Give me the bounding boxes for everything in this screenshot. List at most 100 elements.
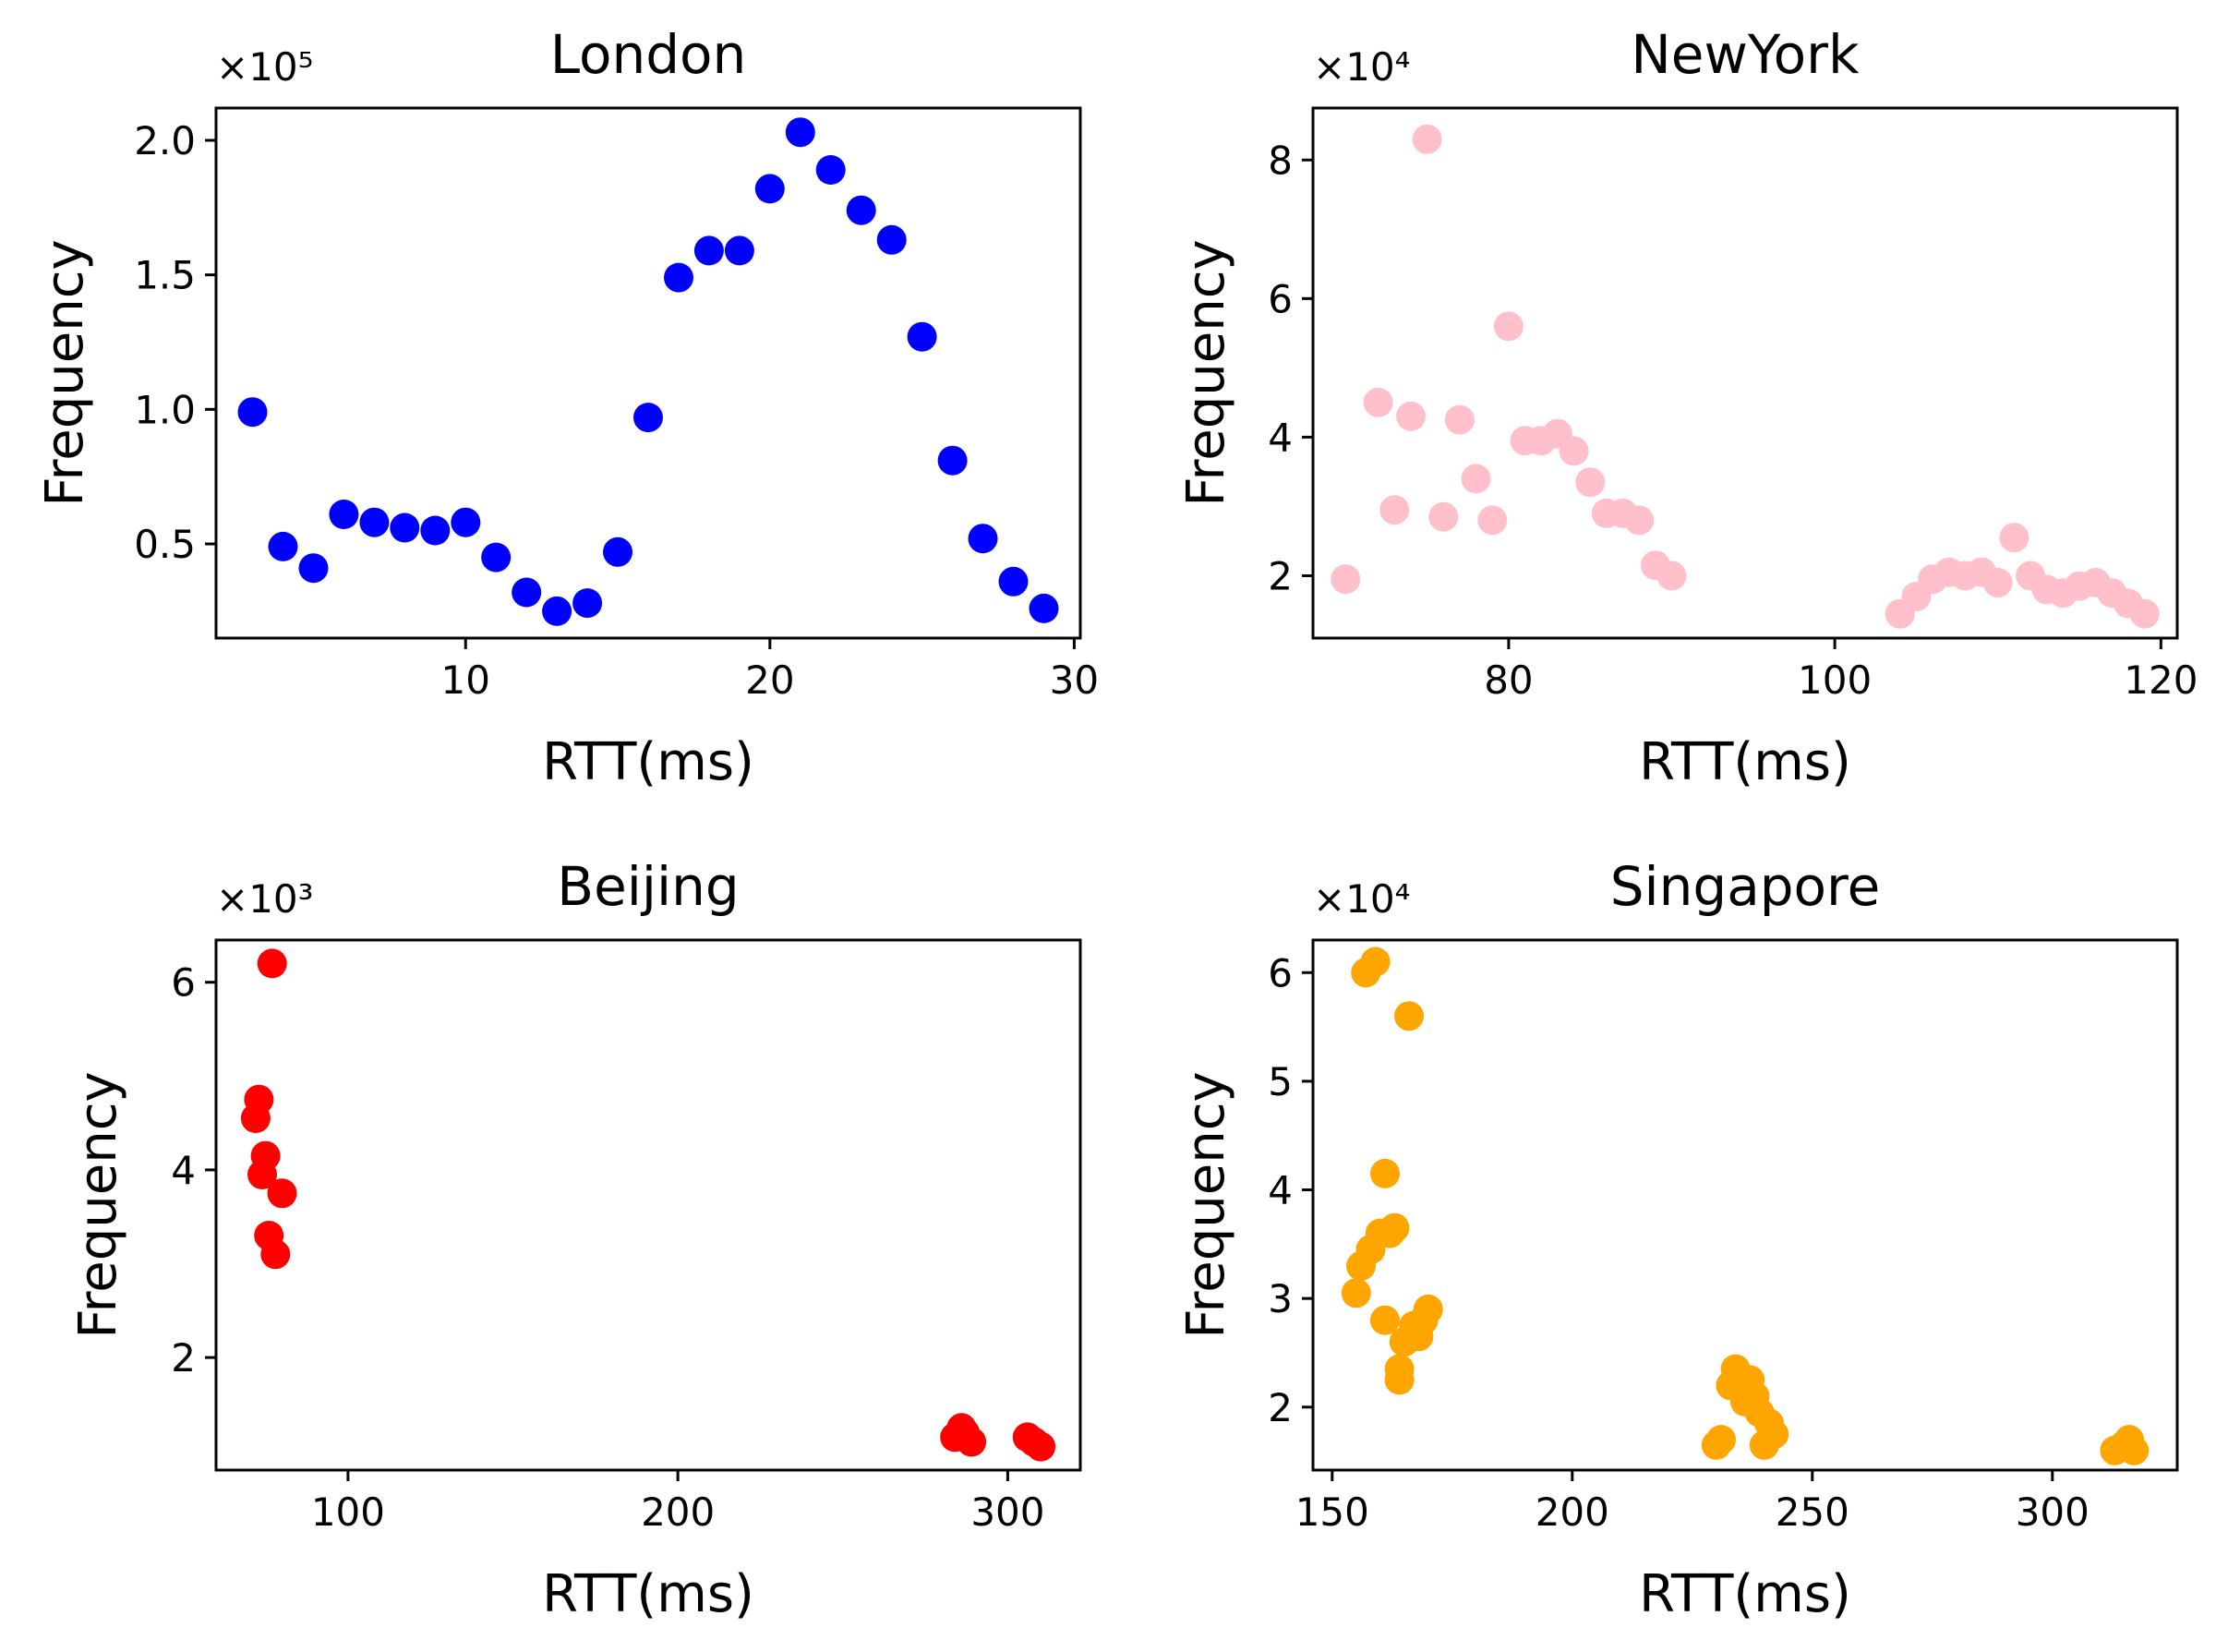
data-point (1026, 1431, 1056, 1462)
data-point (724, 235, 754, 266)
data-point (237, 397, 268, 428)
y-axis-label: Frequency (35, 239, 95, 506)
data-point (542, 596, 572, 626)
data-point (603, 537, 632, 567)
x-tick-label: 250 (1776, 1489, 1849, 1535)
x-tick-label: 10 (441, 657, 490, 703)
y-tick-label: 5 (1268, 1059, 1293, 1104)
data-point (1982, 568, 2013, 597)
plot-frame (214, 106, 1082, 640)
y-tick-label: 6 (171, 960, 196, 1006)
data-point (1412, 124, 1442, 154)
data-point (1396, 401, 1426, 431)
data-point (1999, 523, 2029, 553)
x-tick-label: 200 (1536, 1489, 1609, 1535)
y-multiplier: ×10⁴ (1313, 44, 1410, 90)
data-point (2129, 598, 2160, 629)
y-tick-label: 2.0 (134, 118, 196, 163)
data-point (1363, 387, 1393, 417)
data-point (1413, 1294, 1443, 1324)
chart-title: NewYork (1631, 23, 1860, 86)
data-point (1379, 1212, 1410, 1243)
y-tick-label: 2 (1268, 1385, 1293, 1430)
data-point (572, 588, 603, 619)
data-points (1341, 947, 2150, 1465)
data-point (244, 1084, 274, 1115)
data-point (1384, 1354, 1415, 1384)
subplot-singapore: 150 200 250 300 2 3 4 5 6 Singapore ×10⁴ RTT(ms) Fre… (1176, 855, 2179, 1624)
y-tick-label: 1.5 (134, 253, 196, 298)
data-point (1394, 1001, 1424, 1031)
data-point (1428, 501, 1459, 532)
y-tick-label: 4 (1268, 1168, 1293, 1213)
subplot-london: 10 20 30 0.5 1.0 1.5 2.0 London ×10⁵ RTT(ms) Frequ… (35, 23, 1099, 792)
data-point (957, 1427, 987, 1457)
data-point (1461, 464, 1491, 494)
y-tick-label: 2 (171, 1335, 196, 1381)
data-point (267, 1178, 297, 1209)
data-point (250, 1140, 281, 1171)
plot-frame (1311, 106, 2179, 640)
data-point (1341, 1278, 1371, 1308)
data-point (2119, 1435, 2150, 1465)
data-point (1370, 1305, 1400, 1335)
data-point (1477, 505, 1508, 536)
x-tick-label: 100 (311, 1489, 385, 1535)
data-point (359, 507, 390, 537)
data-point (298, 553, 329, 584)
y-tick-label: 8 (1268, 138, 1293, 183)
data-point (1331, 564, 1361, 595)
y-tick-label: 4 (1268, 415, 1293, 460)
data-point (390, 512, 420, 543)
data-point (1029, 593, 1059, 623)
data-point (1493, 311, 1524, 342)
x-tick-label: 300 (2016, 1489, 2090, 1535)
y-tick-label: 6 (1268, 950, 1293, 995)
data-points (240, 948, 1056, 1462)
data-point (1370, 1158, 1400, 1188)
data-point (512, 577, 542, 608)
y-multiplier: ×10⁵ (216, 44, 313, 90)
chart-title: Singapore (1610, 855, 1881, 918)
data-point (876, 224, 907, 255)
x-tick-label: 300 (970, 1489, 1044, 1535)
data-point (907, 321, 937, 352)
y-axis-label: Frequency (1176, 1071, 1236, 1338)
chart-title: London (550, 23, 747, 86)
y-tick-label: 1.0 (134, 387, 196, 432)
x-tick-label: 100 (1798, 657, 1872, 703)
plot-frame (214, 938, 1082, 1472)
plot-frame (1311, 938, 2179, 1472)
data-point (420, 515, 451, 546)
y-tick-label: 4 (171, 1148, 196, 1193)
data-point (1360, 947, 1391, 977)
data-point (1559, 436, 1589, 466)
y-multiplier: ×10³ (216, 876, 313, 922)
data-point (260, 1239, 291, 1270)
data-point (846, 195, 876, 225)
data-point (1379, 495, 1410, 525)
data-point (815, 155, 846, 185)
data-point (998, 566, 1029, 597)
x-axis-label: RTT(ms) (1639, 1564, 1851, 1624)
data-point (937, 445, 968, 476)
data-point (664, 262, 693, 293)
y-tick-label: 2 (1268, 553, 1293, 598)
data-point (481, 542, 512, 573)
data-point (693, 235, 724, 266)
data-points (1331, 124, 2160, 629)
data-point (785, 117, 815, 148)
x-axis-label: RTT(ms) (542, 732, 754, 792)
y-tick-label: 0.5 (134, 522, 196, 567)
y-axis-label: Frequency (68, 1071, 128, 1338)
x-tick-label: 200 (641, 1489, 715, 1535)
y-axis-label: Frequency (1176, 239, 1236, 506)
chart-title: Beijing (557, 855, 739, 918)
data-point (268, 531, 298, 561)
data-point (968, 524, 998, 554)
x-tick-label: 80 (1484, 657, 1533, 703)
data-point (257, 948, 287, 979)
x-tick-label: 150 (1295, 1489, 1369, 1535)
subplot-newyork: 80 100 120 2 4 6 8 NewYork ×10⁴ RTT(ms) Frequency (1176, 23, 2198, 792)
